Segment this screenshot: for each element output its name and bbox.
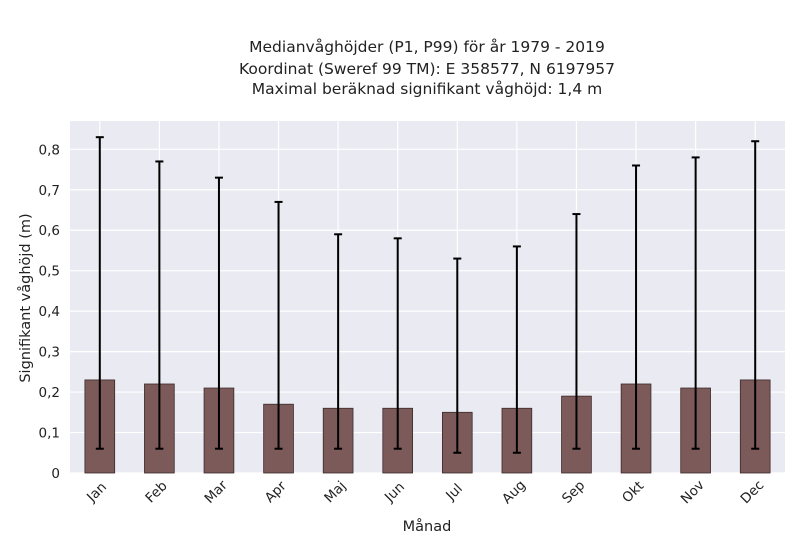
error-bar-feb	[155, 160, 164, 450]
x-tick-label: Dec	[737, 477, 767, 507]
x-tick-label: Feb	[142, 478, 170, 506]
plot-area	[70, 121, 785, 473]
chart-title-line-3: Maximal beräknad signifikant våghöjd: 1,…	[252, 80, 602, 98]
x-tick-label: Jan	[83, 479, 110, 506]
y-tick-label: 0,4	[39, 304, 60, 320]
y-axis-ticks: 0 0,1 0,2 0,3 0,4 0,5 0,6 0,7 0,8	[39, 142, 60, 482]
x-tick-label: Nov	[678, 477, 708, 507]
y-axis-label: Signifikant våghöjd (m)	[17, 213, 34, 382]
error-bar-dec	[751, 140, 760, 450]
error-bar-maj	[334, 233, 343, 450]
chart-title: Medianvåghöjder (P1, P99) för år 1979 - …	[239, 38, 615, 98]
error-bar-mar	[214, 176, 223, 450]
y-tick-label: 0,8	[39, 142, 60, 158]
error-bar-sep	[572, 213, 581, 450]
x-axis-label: Månad	[403, 518, 452, 535]
y-tick-label: 0	[51, 466, 60, 482]
x-tick-label: Sep	[559, 478, 588, 507]
x-tick-label: Mar	[201, 477, 231, 507]
x-tick-label: Okt	[619, 478, 647, 506]
x-tick-label: Apr	[262, 478, 290, 506]
y-tick-label: 0,7	[39, 183, 60, 199]
error-bar-jun	[393, 237, 402, 450]
x-tick-label: Aug	[499, 477, 529, 507]
error-bars	[95, 136, 760, 454]
error-bar-apr	[274, 200, 283, 450]
y-tick-label: 0,3	[39, 345, 60, 361]
y-tick-label: 0,6	[39, 223, 60, 239]
x-tick-label: Jun	[381, 479, 408, 506]
y-tick-label: 0,1	[39, 426, 60, 442]
error-bar-aug	[512, 245, 521, 454]
error-bar-okt	[632, 164, 641, 450]
y-tick-label: 0,2	[39, 385, 60, 401]
error-bar-nov	[691, 156, 700, 450]
y-tick-label: 0,5	[39, 264, 60, 280]
error-bar-jan	[95, 136, 104, 450]
x-axis-ticks: Jan Feb Mar Apr Maj Jun Jul Aug Sep Okt Nov Dec	[83, 477, 767, 507]
chart-title-line-2: Koordinat (Sweref 99 TM): E 358577, N 61…	[239, 60, 615, 78]
x-tick-label: Maj	[321, 478, 349, 506]
chart-title-line-1: Medianvåghöjder (P1, P99) för år 1979 - …	[249, 38, 605, 56]
error-bar-jul	[453, 257, 462, 454]
x-tick-label: Jul	[442, 481, 466, 505]
